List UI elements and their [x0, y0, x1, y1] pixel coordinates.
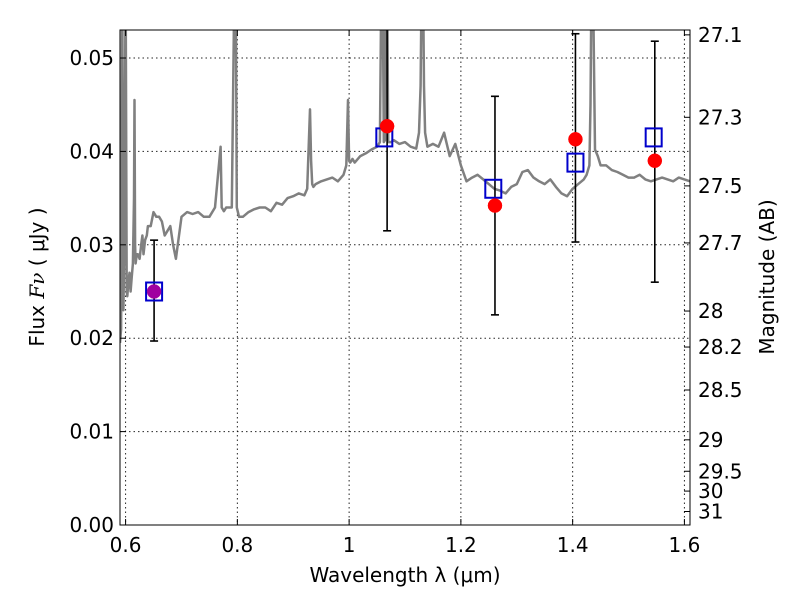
- mag-tick-label: 29.5: [698, 459, 743, 483]
- y-tick-label: 0.00: [69, 513, 114, 537]
- model-photometry-square: [566, 152, 585, 173]
- observed-photometry-point: [568, 132, 583, 147]
- x-tick-label: 1.6: [669, 533, 701, 557]
- x-tick-label: 0.8: [221, 533, 253, 557]
- x-axis-ticks: 0.6 0.8 1 1.2 1.4 1.6: [110, 30, 701, 557]
- mag-tick-label: 29: [698, 428, 723, 452]
- observed-photometry-layer: [146, 118, 663, 299]
- observed-photometry-point: [487, 198, 503, 213]
- mag-tick-label: 28.5: [698, 378, 743, 402]
- spectrum-line: [120, 30, 690, 343]
- plot-background: [120, 30, 690, 525]
- mag-tick-label: 31: [698, 500, 723, 524]
- mag-tick-label: 27.3: [698, 105, 743, 129]
- magnitude-axis-label: Magnitude (AB): [755, 199, 779, 354]
- y-tick-label: 0.01: [69, 420, 114, 444]
- y-axis-label-unit: ( μJy ): [25, 207, 49, 272]
- grid-lines: [120, 30, 690, 525]
- y-tick-label: 0.02: [69, 326, 114, 350]
- mag-tick-label: 28: [698, 299, 723, 323]
- model-photometry-square: [145, 281, 164, 302]
- y-axis-ticks: 0.00 0.01 0.02 0.03 0.04 0.05: [69, 46, 126, 537]
- x-tick-label: 1.2: [445, 533, 477, 557]
- x-tick-label: 1.4: [557, 533, 589, 557]
- observed-photometry-point: [647, 153, 663, 169]
- observed-photometry-point: [379, 118, 395, 134]
- y-axis-label: Flux Fν ( μJy ): [25, 207, 49, 346]
- model-photometry-square: [644, 127, 663, 148]
- y-axis-label-text: Flux: [25, 299, 49, 347]
- mag-tick-label: 27.7: [698, 231, 743, 255]
- mag-tick-label: 27.1: [698, 23, 743, 47]
- y-tick-label: 0.05: [69, 46, 114, 70]
- y-axis-label-symbol: Fν: [25, 273, 49, 300]
- observed-photometry-point: [146, 284, 162, 299]
- model-photometry-square: [484, 178, 503, 199]
- plot-frame: [119, 29, 691, 526]
- y-tick-label: 0.04: [69, 139, 114, 163]
- x-tick-label: 0.6: [110, 533, 142, 557]
- x-axis-label: Wavelength λ (μm): [309, 563, 500, 587]
- mag-tick-label: 28.2: [698, 335, 743, 359]
- y-tick-label: 0.03: [69, 233, 114, 257]
- x-tick-label: 1: [343, 533, 356, 557]
- mag-tick-label: 27.5: [698, 174, 743, 198]
- spectrum-layer: [120, 30, 690, 343]
- mag-tick-label: 30: [698, 479, 723, 503]
